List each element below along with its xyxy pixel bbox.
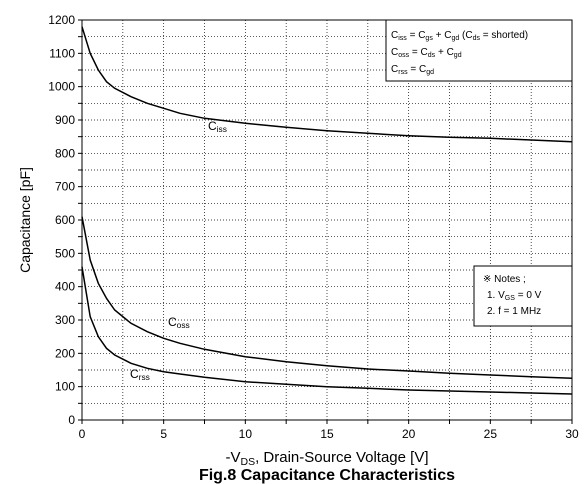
y-tick-label: 800	[55, 146, 75, 160]
y-tick-label: 0	[68, 413, 75, 427]
subscript: ds	[428, 52, 436, 59]
rich-text: Coss = Cds + Cgd	[391, 47, 462, 59]
text-part: = shorted)	[480, 30, 528, 41]
text-part: C	[391, 64, 398, 75]
series-line	[81, 26, 573, 143]
subscript: iss	[217, 124, 227, 134]
y-tick-label: 1100	[49, 46, 75, 60]
y-tick-label: 900	[55, 113, 75, 127]
text-part: = C	[407, 30, 426, 41]
text-part: C	[391, 47, 398, 58]
y-tick-label: 400	[55, 280, 75, 294]
text-part: , Drain-Source Voltage [V]	[255, 449, 428, 466]
y-tick-label: 300	[55, 313, 75, 327]
y-tick-label: 200	[55, 346, 75, 360]
definitions-box	[385, 19, 573, 82]
x-tick-label: 10	[239, 427, 253, 441]
rich-text: Crss = Cgd	[391, 64, 434, 76]
chart-title: Fig.8 Capacitance Characteristics	[199, 467, 455, 484]
text-part: (C	[459, 30, 472, 41]
x-tick-label: 15	[320, 427, 334, 441]
series-label: Crss	[130, 367, 150, 382]
subscript: rss	[398, 69, 408, 76]
rich-text: Ciss = Cgs + Cgd (Cds = shorted)	[391, 30, 528, 42]
subscript: DS	[240, 456, 255, 468]
x-tick-label: 0	[79, 427, 86, 441]
rich-text: 1. VGS = 0 V	[487, 290, 542, 302]
rich-text: -VDS, Drain-Source Voltage [V]	[225, 449, 428, 468]
y-tick-label: 600	[55, 213, 75, 227]
series-label: Coss	[168, 315, 190, 330]
rich-text: ※ Notes ;	[483, 274, 526, 285]
subscript: iss	[398, 35, 407, 42]
text-part: C	[391, 30, 398, 41]
x-tick-label: 5	[160, 427, 167, 441]
text-part: 2. f = 1 MHz	[487, 306, 541, 317]
subscript: oss	[177, 320, 190, 330]
series-line	[81, 266, 573, 395]
subscript: gd	[426, 69, 434, 76]
x-tick-label: 20	[402, 427, 416, 441]
y-tick-label: 1000	[48, 80, 75, 94]
series-label: Ciss	[208, 119, 227, 134]
y-tick-label: 100	[55, 380, 75, 394]
text-part: + C	[433, 30, 452, 41]
text-part: = C	[408, 64, 427, 75]
y-tick-label: 1200	[48, 13, 75, 27]
text-part: = 0 V	[515, 290, 542, 301]
rich-text: 2. f = 1 MHz	[487, 306, 541, 317]
subscript: gd	[454, 52, 462, 59]
subscript: GS	[505, 295, 515, 302]
subscript: oss	[398, 52, 409, 59]
text-part: C	[130, 367, 139, 381]
series-line	[81, 216, 573, 380]
notes-box	[473, 265, 573, 327]
subscript: gs	[425, 35, 433, 42]
text-part: = C	[409, 47, 428, 58]
y-tick-label: 500	[55, 246, 75, 260]
text-part: 1. V	[487, 290, 505, 301]
subscript: ds	[473, 35, 481, 42]
y-axis-label: Capacitance [pF]	[17, 167, 33, 273]
y-tick-label: 700	[55, 180, 75, 194]
text-part: ※ Notes ;	[483, 274, 526, 285]
x-tick-label: 30	[565, 427, 579, 441]
text-part: C	[168, 315, 177, 329]
text-part: -V	[225, 449, 240, 466]
x-tick-label: 25	[484, 427, 498, 441]
text-part: + C	[435, 47, 454, 58]
subscript: gd	[451, 35, 459, 42]
text-part: C	[208, 119, 217, 133]
subscript: rss	[139, 372, 150, 382]
